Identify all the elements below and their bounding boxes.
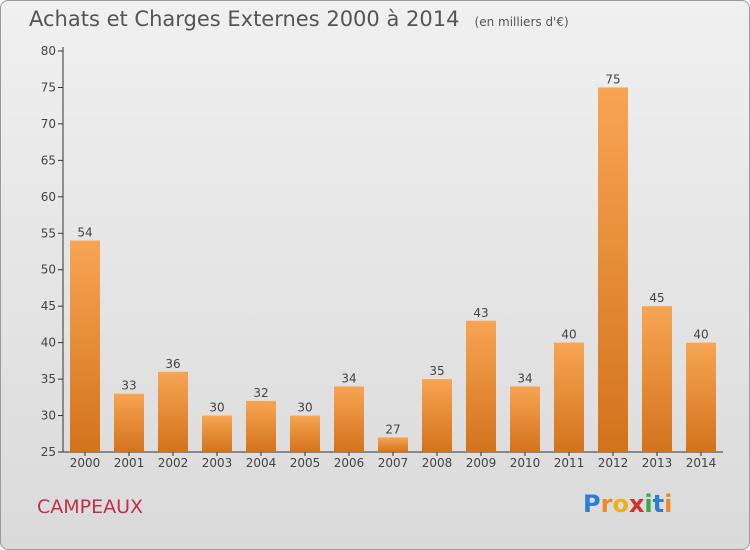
- bar: [290, 415, 320, 452]
- data-label: 40: [561, 328, 576, 342]
- bar: [466, 320, 496, 452]
- x-tick-label: 2011: [554, 456, 585, 470]
- bar: [510, 386, 540, 452]
- data-label: 54: [77, 226, 92, 240]
- y-tick-label: 55: [41, 226, 56, 240]
- x-tick-label: 2009: [466, 456, 497, 470]
- y-tick-label: 45: [41, 299, 56, 313]
- chart-title: Achats et Charges Externes 2000 à 2014: [29, 7, 460, 31]
- data-label: 75: [605, 72, 620, 86]
- bar: [334, 386, 364, 452]
- bar: [202, 415, 232, 452]
- place-name: CAMPEAUX: [37, 496, 144, 518]
- chart-unit: (en milliers d'€): [474, 15, 569, 29]
- y-tick-label: 60: [41, 190, 56, 204]
- data-label: 30: [209, 401, 224, 415]
- data-label: 36: [165, 357, 180, 371]
- x-tick-label: 2002: [158, 456, 189, 470]
- data-label: 43: [473, 306, 488, 320]
- y-tick-label: 70: [41, 117, 56, 131]
- data-label: 35: [429, 364, 444, 378]
- data-label: 32: [253, 386, 268, 400]
- y-tick-label: 80: [41, 44, 56, 58]
- bars: 54 33 36 30 32 30 34 27 35 43 34 40 75 45 40: [70, 72, 716, 453]
- bar: [70, 240, 100, 452]
- chart-title-block: Achats et Charges Externes 2000 à 2014 (…: [29, 7, 569, 31]
- y-tick-label: 25: [41, 445, 56, 459]
- x-tick-label: 2003: [202, 456, 233, 470]
- logo-letter: t: [652, 490, 665, 518]
- x-tick-label: 2005: [290, 456, 321, 470]
- y-tick-label: 75: [41, 80, 56, 94]
- y-tick-label: 50: [41, 263, 56, 277]
- data-label: 34: [517, 371, 532, 385]
- bar: [642, 306, 672, 452]
- y-tick-label: 30: [41, 409, 56, 423]
- x-tick-label: 2007: [378, 456, 409, 470]
- bar: [554, 342, 584, 452]
- bar: [686, 342, 716, 452]
- x-tick-label: 2000: [70, 456, 101, 470]
- x-tick-label: 2004: [246, 456, 277, 470]
- logo-letter: x: [628, 490, 645, 518]
- logo-letter: P: [583, 490, 601, 518]
- x-tick-label: 2001: [114, 456, 145, 470]
- logo-letter: o: [612, 490, 629, 518]
- bar: [246, 400, 276, 452]
- y-tick-label: 40: [41, 336, 56, 350]
- data-label: 30: [297, 401, 312, 415]
- data-label: 34: [341, 371, 356, 385]
- x-tick-label: 2006: [334, 456, 365, 470]
- x-tick-label: 2013: [642, 456, 673, 470]
- x-tick-label: 2012: [598, 456, 629, 470]
- data-label: 27: [385, 422, 400, 436]
- logo-letter: i: [644, 490, 653, 518]
- bar: [422, 379, 452, 452]
- y-tick-label: 65: [41, 153, 56, 167]
- data-label: 33: [121, 379, 136, 393]
- bar: [158, 371, 188, 452]
- axes: 25 30 35 40 45 50 55 60 65 70 75 80 2000 2001 2002 2003…: [41, 44, 723, 470]
- bar: [378, 437, 408, 452]
- bar: [114, 393, 144, 452]
- data-label: 45: [649, 291, 664, 305]
- proxiti-logo: Proxiti: [583, 490, 672, 518]
- x-tick-label: 2014: [686, 456, 717, 470]
- logo-letter: r: [600, 490, 613, 518]
- y-tick-label: 35: [41, 372, 56, 386]
- x-tick-label: 2008: [422, 456, 453, 470]
- x-tick-label: 2010: [510, 456, 541, 470]
- logo-letter: i: [664, 490, 673, 518]
- data-label: 40: [693, 328, 708, 342]
- bar: [598, 87, 628, 453]
